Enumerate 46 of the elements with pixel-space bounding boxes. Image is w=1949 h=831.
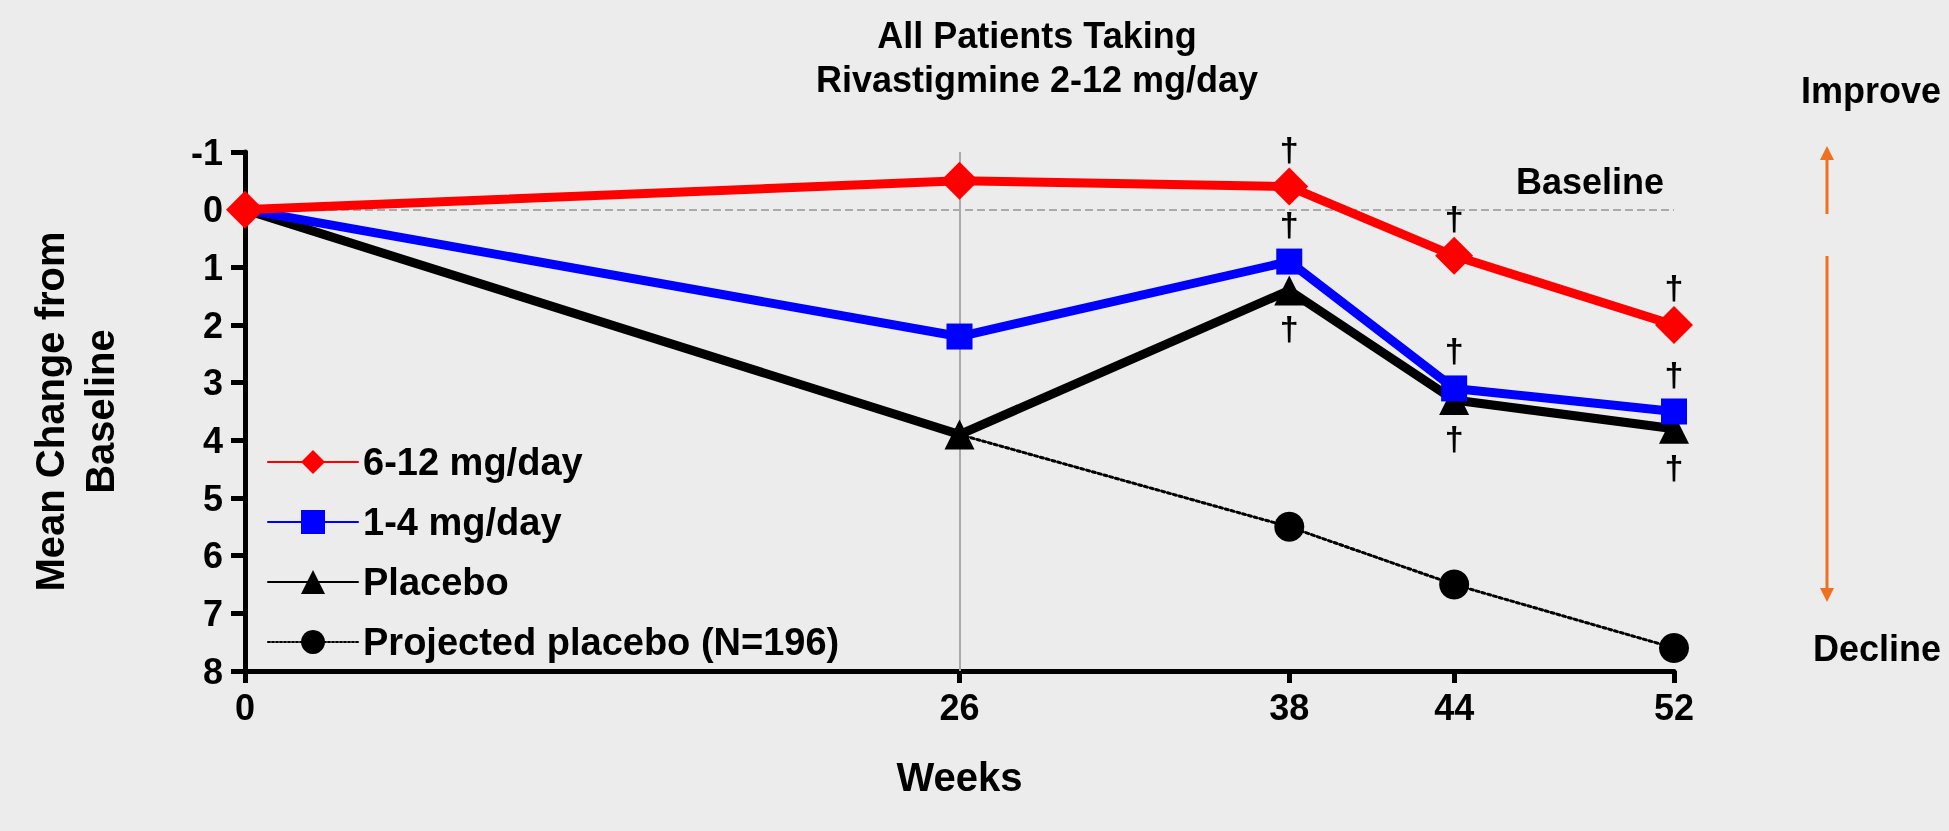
y-tick-label: -1 [190, 131, 223, 173]
annotation: † [1444, 198, 1464, 237]
annotation: † [1279, 204, 1299, 243]
y-tick-label: 3 [202, 362, 223, 404]
text: Decline [1812, 627, 1942, 669]
legend-label: 6-12 mg/day [363, 441, 583, 483]
x-axis-title: Weeks [896, 755, 1023, 799]
point [1276, 248, 1303, 275]
annotation: † [1444, 331, 1464, 370]
y-axis-title: Mean Change from Baseline [28, 231, 122, 592]
annotation: † [1279, 309, 1299, 348]
point [946, 323, 973, 350]
y-tick-label: 2 [202, 304, 223, 346]
x-tick-label: 26 [939, 686, 980, 728]
point [1655, 306, 1693, 344]
annotation: † [1664, 354, 1684, 393]
y-tick-label: 8 [202, 650, 223, 692]
x-tick-label: 0 [234, 686, 256, 728]
x-tick-label: 38 [1269, 686, 1310, 728]
annotation: † [1444, 418, 1464, 457]
y-tick-label: 7 [202, 592, 223, 634]
point [1661, 398, 1687, 425]
point [1659, 632, 1689, 663]
text: Improve [1800, 69, 1941, 111]
annotation: † [1279, 129, 1299, 168]
y-tick-label: 4 [202, 419, 223, 461]
x-tick-label: 52 [1653, 686, 1695, 728]
point [226, 190, 264, 229]
point [1439, 569, 1470, 600]
y-tick-label: 0 [202, 189, 223, 231]
y-tick-label: 5 [202, 477, 223, 519]
ref-line-label: Baseline [1515, 161, 1664, 203]
point [944, 419, 975, 450]
x-tick-label: 44 [1434, 686, 1475, 728]
point [1441, 375, 1468, 402]
chart-title: All Patients Taking Rivastigmine 2-12 mg/day [815, 14, 1259, 100]
point [1274, 275, 1305, 306]
annotation: † [1664, 268, 1684, 306]
legend-label: Projected placebo (N=196) [363, 621, 840, 663]
annotation: † [1664, 447, 1684, 486]
y-tick-label: 1 [202, 246, 223, 288]
legend-label: Placebo [363, 561, 509, 603]
legend-label: 1-4 mg/day [363, 501, 562, 543]
y-tick-label: 6 [202, 535, 223, 577]
point [1435, 236, 1474, 275]
point [1274, 511, 1305, 542]
